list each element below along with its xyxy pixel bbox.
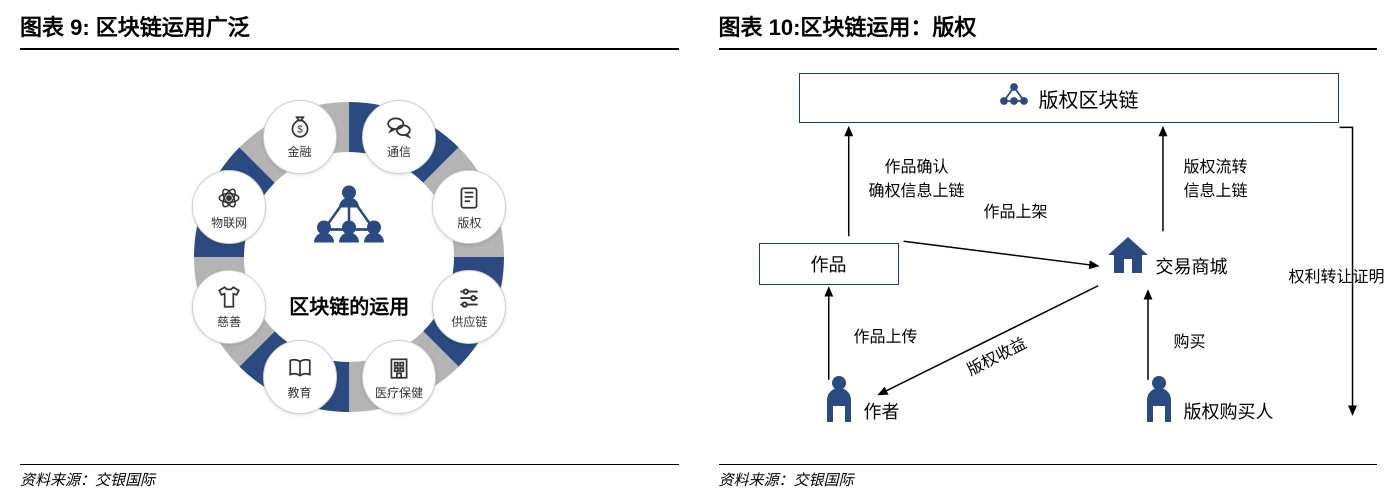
chat-icon: [385, 113, 413, 141]
ring-node-label: 慈善: [217, 313, 241, 330]
figure-10-panel: 图表 10:区块链运用：版权 版权区块链作品 交易商城作者 版权购买人 作品确认确权信…: [719, 10, 1378, 490]
person-icon: [1141, 409, 1177, 426]
figure-9-title: 图表 9: 区块链运用广泛: [20, 10, 679, 50]
network-icon: [309, 180, 389, 255]
mall-label: 交易商城: [1156, 253, 1228, 279]
shirt-icon: [215, 283, 243, 311]
person-icon: [821, 409, 857, 426]
ring-node-openbook: 教育: [263, 340, 337, 414]
ring-node-label: 供应链: [451, 313, 487, 330]
ring-svg: [149, 57, 549, 457]
building-icon: [385, 354, 413, 382]
author-label: 作者: [864, 398, 900, 424]
ring-node-label: 教育: [287, 384, 311, 401]
ring-node-chat: 通信: [362, 100, 436, 174]
buyer-label: 版权购买人: [1184, 398, 1274, 424]
ring-node-book: 版权: [432, 170, 506, 244]
author-node: [821, 374, 857, 427]
copyright-chain-box: 版权区块链: [799, 73, 1339, 123]
ring-node-building: 医疗保健: [362, 340, 436, 414]
ring-node-label: 金融: [287, 143, 311, 160]
figure-9-panel: 图表 9: 区块链运用广泛: [20, 10, 679, 490]
ring-node-shirt: 慈善: [192, 270, 266, 344]
figure-10-footer: 资料来源：交银国际: [719, 465, 1378, 490]
svg-text:$: $: [297, 125, 303, 136]
top-box-label: 版权区块链: [1039, 84, 1139, 113]
atom-icon: [215, 184, 243, 212]
work-box: 作品: [759, 243, 899, 285]
ring-node-sliders: 供应链: [432, 270, 506, 344]
sliders-icon: [455, 283, 483, 311]
book-icon: [455, 184, 483, 212]
figure-10-title: 图表 10:区块链运用：版权: [719, 10, 1378, 50]
edge-label-listing: 作品上架: [984, 198, 1048, 222]
house-icon: [1104, 233, 1152, 277]
buyer-node: [1141, 374, 1177, 427]
ring-node-label: 版权: [457, 214, 481, 231]
edge-label-confirm: 作品确认确权信息上链: [869, 153, 965, 201]
center-label: 区块链的运用: [289, 291, 409, 320]
openbook-icon: [286, 354, 314, 382]
figure-9-footer: 资料来源：交银国际: [20, 465, 679, 490]
ring-node-atom: 物联网: [192, 170, 266, 244]
figure-9-body: 区块链的运用 $ 金融 通信版权供应链医疗保健 教育 慈善 物联网: [20, 50, 679, 465]
edge-label-transfer_info: 版权流转信息上链: [1184, 153, 1248, 201]
figure-10-body: 版权区块链作品 交易商城作者 版权购买人 作品确认确权信息上链作品上架 版权流转信息上链…: [719, 50, 1378, 465]
ring-node-label: 医疗保健: [375, 384, 423, 401]
edge-label-proof: 权利转让证明: [1289, 263, 1385, 287]
mall-node: [1104, 233, 1152, 282]
work-box-label: 作品: [811, 251, 847, 277]
ring-node-moneybag: $ 金融: [263, 100, 337, 174]
ring-node-label: 通信: [387, 143, 411, 160]
flow-diagram: 版权区块链作品 交易商城作者 版权购买人 作品确认确权信息上链作品上架 版权流转信息上链…: [729, 68, 1368, 454]
edge-label-upload: 作品上传: [854, 323, 918, 347]
network-icon: [999, 83, 1029, 113]
edge-label-buy: 购买: [1174, 328, 1206, 352]
ring-diagram: 区块链的运用 $ 金融 通信版权供应链医疗保健 教育 慈善 物联网: [149, 57, 549, 457]
moneybag-icon: $: [286, 113, 314, 141]
ring-node-label: 物联网: [211, 214, 247, 231]
